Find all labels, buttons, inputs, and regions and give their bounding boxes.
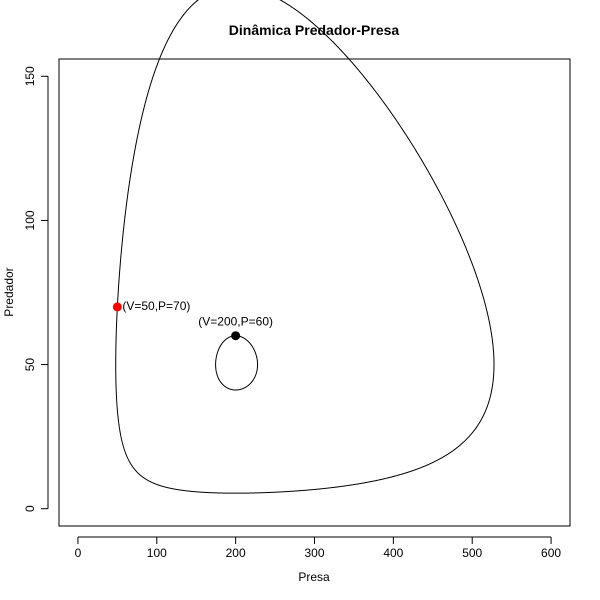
x-tick-label: 100 bbox=[147, 546, 167, 560]
initial-point bbox=[112, 302, 122, 312]
y-axis-label: Predador bbox=[2, 267, 16, 316]
x-tick-label: 0 bbox=[75, 546, 82, 560]
y-tick-label: 150 bbox=[23, 66, 37, 86]
x-tick-label: 300 bbox=[304, 546, 324, 560]
plot-box bbox=[58, 58, 571, 527]
x-tick-label: 400 bbox=[383, 546, 403, 560]
y-axis: 0 50 100 150 bbox=[23, 66, 49, 512]
y-tick-label: 100 bbox=[23, 210, 37, 230]
orbit-line bbox=[115, 0, 495, 494]
x-axis: 0 100 200 300 400 500 600 bbox=[75, 536, 561, 560]
orbit-line bbox=[215, 335, 259, 391]
initial-point bbox=[231, 331, 241, 341]
series-layer bbox=[115, 0, 495, 494]
x-axis-label: Presa bbox=[298, 570, 330, 584]
x-tick-label: 500 bbox=[462, 546, 482, 560]
point-label: (V=50,P=70) bbox=[122, 299, 190, 313]
chart-title: Dinâmica Predador-Presa bbox=[229, 22, 400, 38]
y-tick-label: 0 bbox=[23, 505, 37, 512]
x-tick-label: 200 bbox=[226, 546, 246, 560]
point-label: (V=200,P=60) bbox=[198, 315, 273, 329]
points-layer: (V=50,P=70) (V=200,P=60) bbox=[112, 299, 273, 341]
y-tick-label: 50 bbox=[23, 358, 37, 372]
x-tick-label: 600 bbox=[541, 546, 561, 560]
